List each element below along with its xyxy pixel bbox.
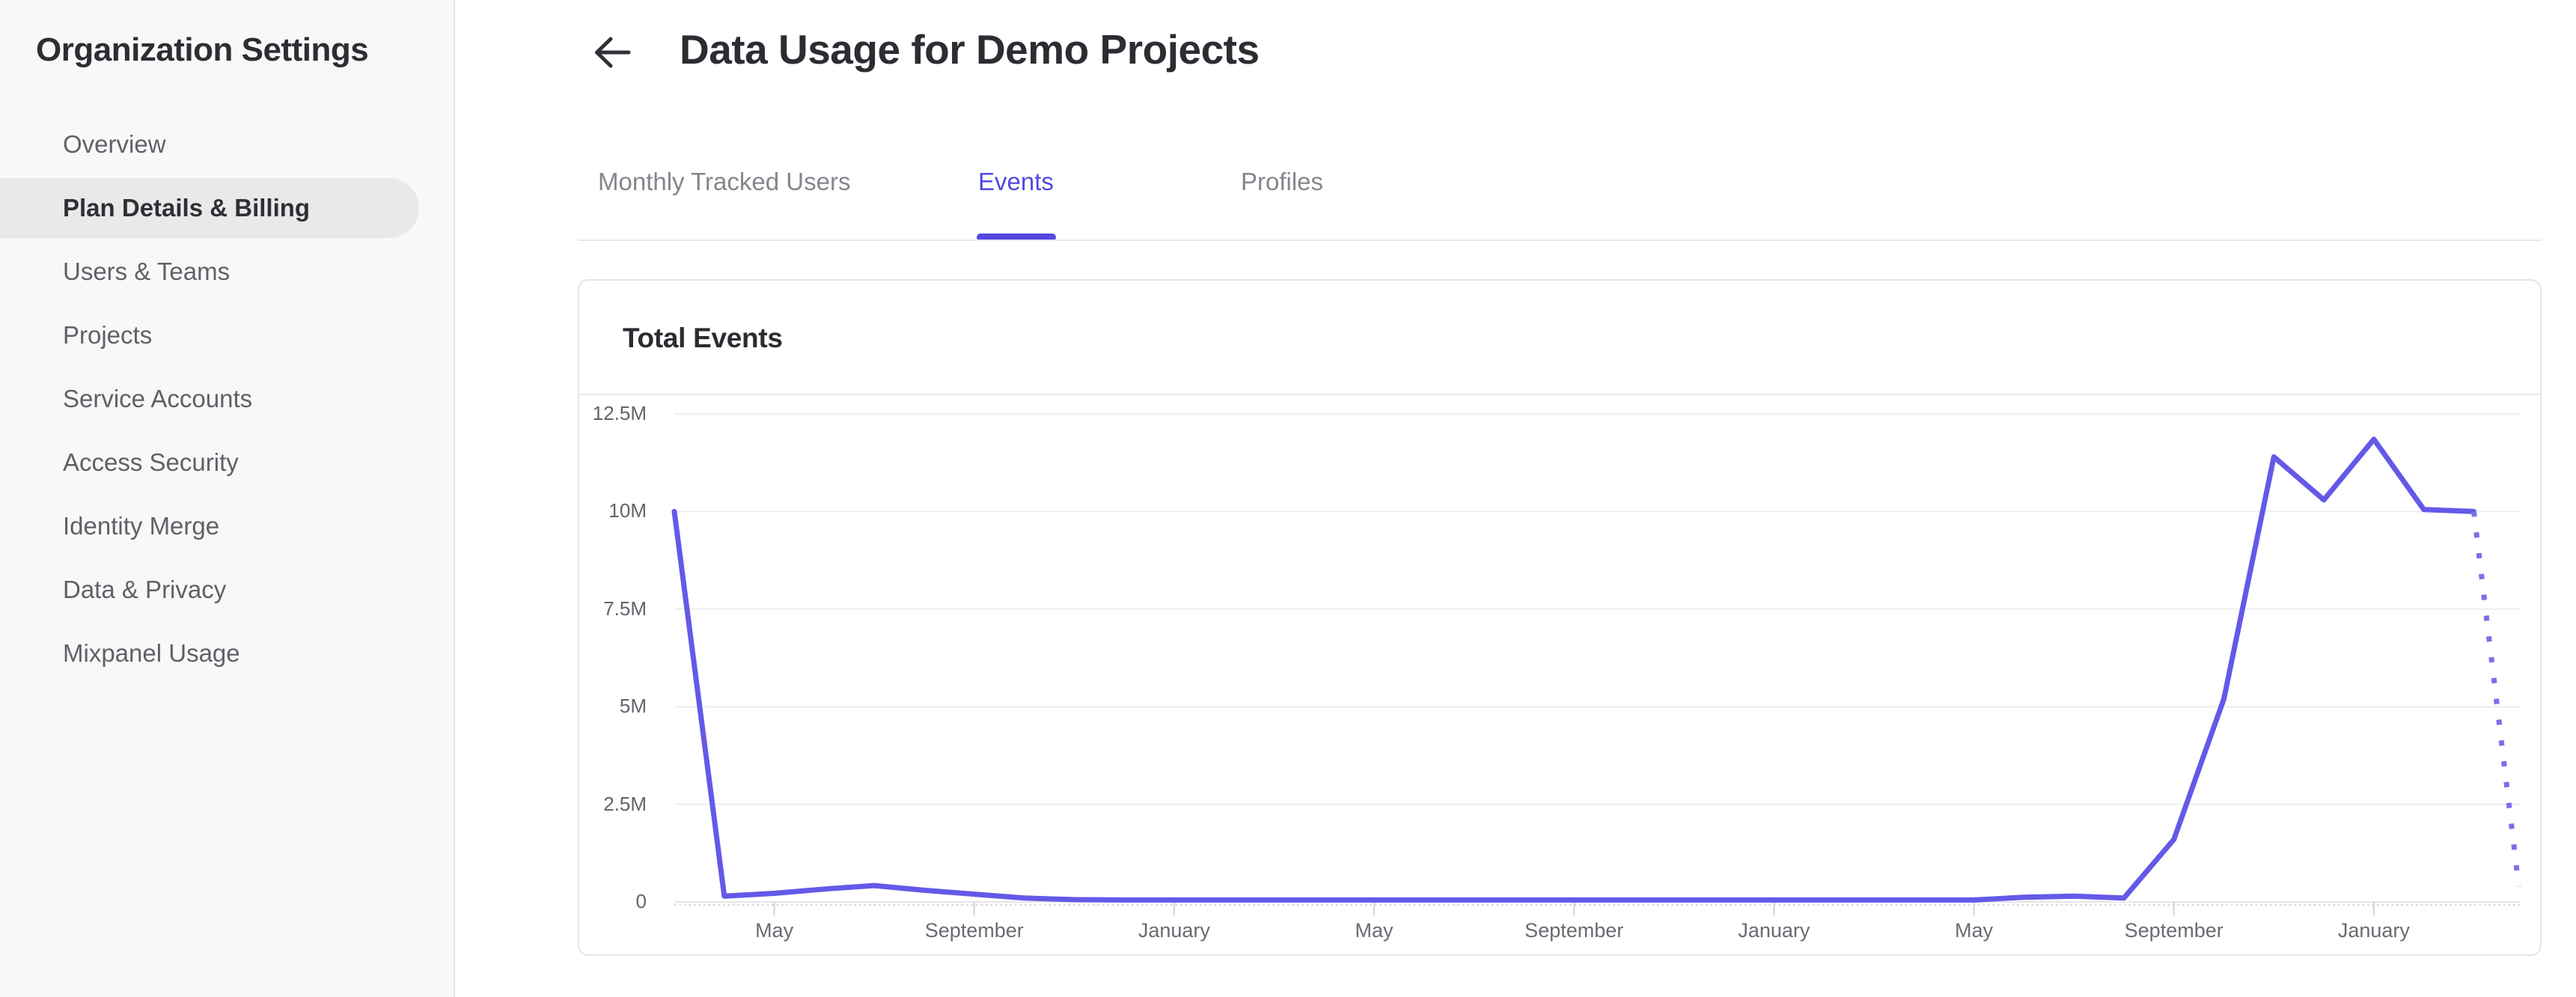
page-title: Data Usage for Demo Projects [680, 26, 1260, 73]
total-events-card: Total Events 0 2.5M 5M 7.5M 10M 12.5M Ma… [578, 279, 2542, 956]
x-axis-label: September [2124, 919, 2224, 942]
card-divider [579, 394, 2540, 395]
y-axis-label: 0 [635, 890, 647, 912]
x-axis-label: September [1524, 919, 1624, 942]
x-axis-label: May [1355, 919, 1394, 942]
x-axis-label: May [1955, 919, 1994, 942]
sidebar-item-service-accounts[interactable]: Service Accounts [63, 385, 253, 412]
sidebar-nav: Overview Plan Details & Billing Users & … [0, 115, 455, 683]
x-axis-label: September [924, 919, 1024, 942]
x-axis-label: January [1138, 919, 1210, 942]
x-axis-label: January [2337, 919, 2410, 942]
active-tab-underline [977, 234, 1056, 241]
y-axis-label: 12.5M [592, 402, 647, 424]
back-button[interactable] [588, 28, 636, 76]
y-axis-label: 5M [619, 695, 647, 718]
total-events-projected-line [2470, 510, 2522, 887]
sidebar-item-access-security[interactable]: Access Security [63, 448, 239, 476]
sidebar: Organization Settings Overview Plan Deta… [0, 0, 455, 997]
arrow-left-icon [593, 37, 632, 74]
tab-profiles[interactable]: Profiles [1241, 168, 1324, 195]
total-events-series-line [671, 436, 2476, 903]
sidebar-item-mixpanel-usage[interactable]: Mixpanel Usage [63, 639, 240, 667]
chart-title: Total Events [623, 323, 783, 353]
y-axis-label: 2.5M [603, 792, 647, 815]
y-axis-label: 7.5M [603, 597, 647, 620]
tab-monthly-tracked-users[interactable]: Monthly Tracked Users [598, 168, 851, 195]
sidebar-title: Organization Settings [36, 31, 369, 68]
sidebar-item-data-privacy[interactable]: Data & Privacy [63, 576, 227, 603]
sidebar-item-plan-details-billing[interactable]: Plan Details & Billing [0, 178, 419, 238]
y-axis-label: 10M [608, 499, 647, 522]
sidebar-item-users-teams[interactable]: Users & Teams [63, 257, 231, 285]
x-axis-label: May [755, 919, 794, 942]
sidebar-item-identity-merge[interactable]: Identity Merge [63, 512, 220, 540]
tab-events[interactable]: Events [978, 168, 1054, 195]
sidebar-item-overview[interactable]: Overview [63, 130, 166, 158]
x-axis-label: January [1738, 919, 1810, 942]
tabs-divider [578, 240, 2542, 241]
events-line-chart [671, 413, 2522, 915]
sidebar-item-projects[interactable]: Projects [63, 321, 153, 349]
